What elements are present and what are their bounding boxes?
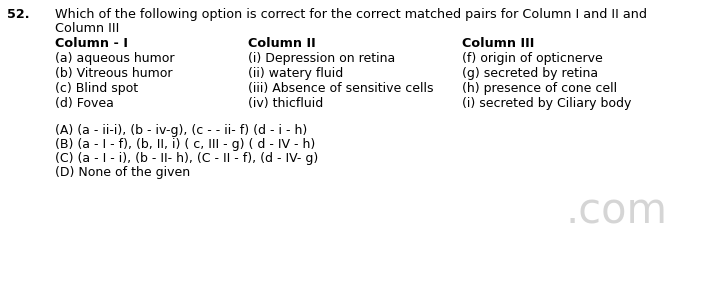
Text: (A) (a - ii-i), (b - iv-g), (c - - ii- f) (d - i - h): (A) (a - ii-i), (b - iv-g), (c - - ii- f… — [55, 124, 307, 137]
Text: Column - I: Column - I — [55, 37, 128, 50]
Text: (iii) Absence of sensitive cells: (iii) Absence of sensitive cells — [248, 82, 433, 95]
Text: (g) secreted by retina: (g) secreted by retina — [462, 67, 598, 80]
Text: Which of the following option is correct for the correct matched pairs for Colum: Which of the following option is correct… — [55, 8, 647, 21]
Text: Column II: Column II — [248, 37, 316, 50]
Text: .com: .com — [565, 190, 667, 232]
Text: 52.: 52. — [7, 8, 30, 21]
Text: (C) (a - I - i), (b - II- h), (C - II - f), (d - IV- g): (C) (a - I - i), (b - II- h), (C - II - … — [55, 152, 318, 165]
Text: (i) Depression on retina: (i) Depression on retina — [248, 52, 395, 65]
Text: (h) presence of cone cell: (h) presence of cone cell — [462, 82, 617, 95]
Text: (d) Fovea: (d) Fovea — [55, 97, 114, 110]
Text: (f) origin of opticnerve: (f) origin of opticnerve — [462, 52, 603, 65]
Text: (c) Blind spot: (c) Blind spot — [55, 82, 138, 95]
Text: (iv) thicfluid: (iv) thicfluid — [248, 97, 323, 110]
Text: (B) (a - I - f), (b, II, i) ( c, III - g) ( d - IV - h): (B) (a - I - f), (b, II, i) ( c, III - g… — [55, 138, 315, 151]
Text: (i) secreted by Ciliary body: (i) secreted by Ciliary body — [462, 97, 632, 110]
Text: Column III: Column III — [462, 37, 534, 50]
Text: Column III: Column III — [55, 22, 119, 35]
Text: (D) None of the given: (D) None of the given — [55, 166, 190, 179]
Text: (a) aqueous humor: (a) aqueous humor — [55, 52, 174, 65]
Text: (ii) watery fluid: (ii) watery fluid — [248, 67, 343, 80]
Text: (b) Vitreous humor: (b) Vitreous humor — [55, 67, 173, 80]
